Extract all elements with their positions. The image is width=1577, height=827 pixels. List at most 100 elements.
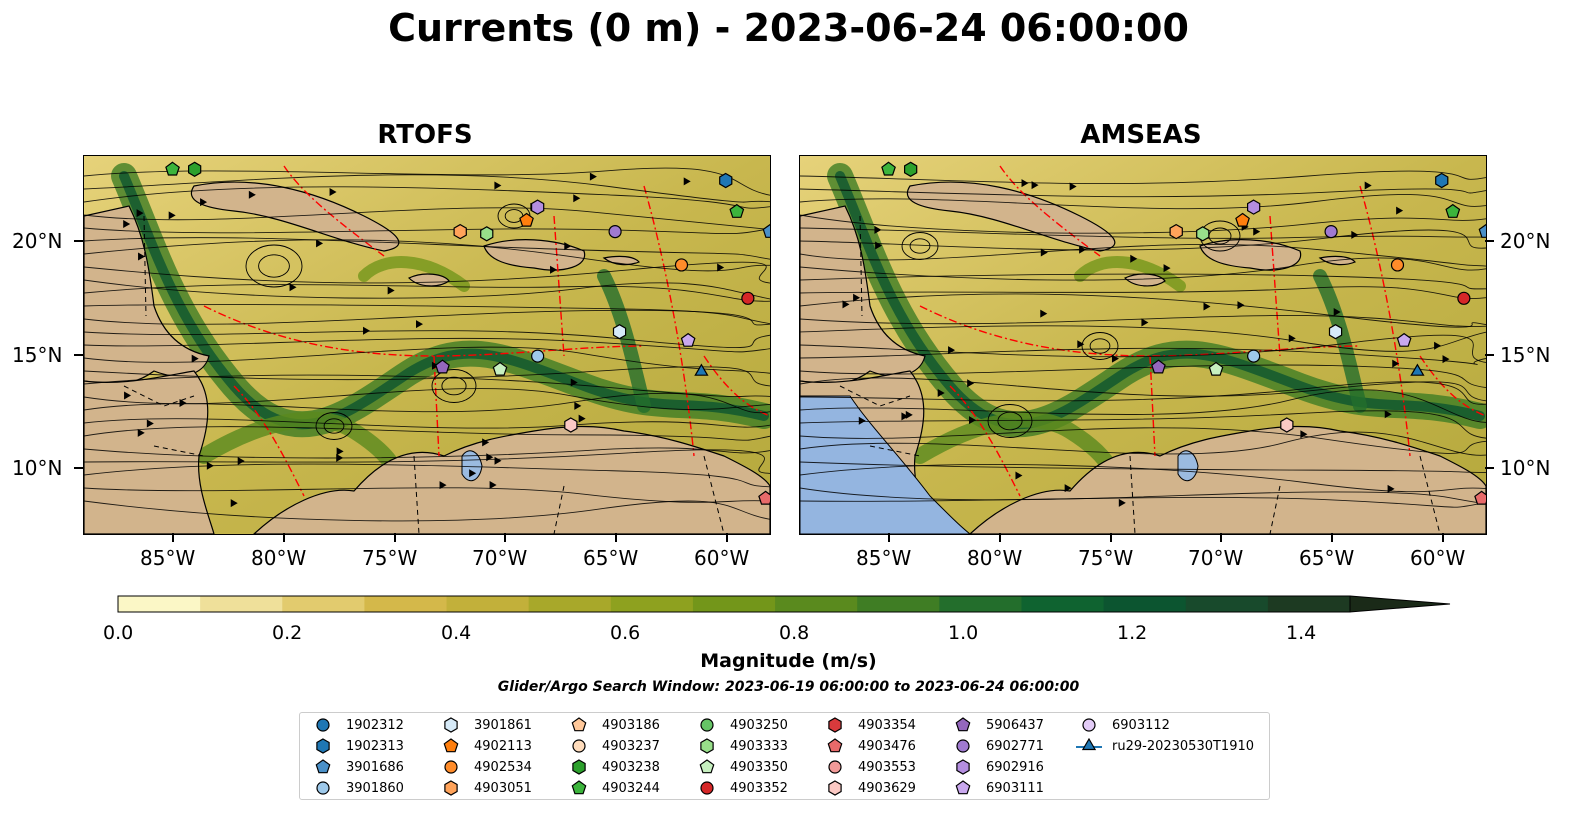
streamline-arrow xyxy=(1300,430,1308,439)
streamline-arrow xyxy=(853,293,861,302)
float-marker-6902771 xyxy=(1324,224,1338,239)
legend-marker-icon xyxy=(1082,718,1096,732)
legend-marker-icon xyxy=(827,738,843,753)
legend-item: 4903244 xyxy=(566,780,660,796)
panel-title-amseas: AMSEAS xyxy=(1080,120,1202,150)
float-marker-4903352 xyxy=(741,291,755,305)
float-marker-4903244 xyxy=(165,161,180,176)
lon-label: 75°W xyxy=(362,546,418,570)
legend-marker-icon xyxy=(699,759,715,774)
streamline xyxy=(800,227,1486,239)
float-marker-4903333 xyxy=(1196,226,1210,242)
search-window-caption: Glider/Argo Search Window: 2023-06-19 06… xyxy=(497,679,1080,695)
legend-label: 5906437 xyxy=(986,717,1044,733)
streamline-arrow xyxy=(683,177,691,186)
legend-marker xyxy=(444,717,458,733)
streamline xyxy=(84,309,770,326)
lon-label: 85°W xyxy=(856,546,912,570)
lon-label: 80°W xyxy=(967,546,1023,570)
streamline xyxy=(84,284,770,302)
streamline xyxy=(800,286,1486,299)
streamline-arrow xyxy=(136,209,144,218)
legend-marker xyxy=(571,717,587,732)
legend-item: 4903333 xyxy=(694,738,788,754)
colorbar-cell xyxy=(1021,596,1105,612)
streamline xyxy=(84,392,770,414)
eez-boundary xyxy=(233,385,305,497)
legend-marker xyxy=(444,760,458,774)
lat-label: 20°N xyxy=(1500,229,1551,253)
streamline-arrow xyxy=(1141,318,1149,327)
axis-ticks xyxy=(74,240,1494,542)
legend-label: 4903476 xyxy=(858,738,916,754)
streamline-arrow xyxy=(1396,206,1404,215)
country-border xyxy=(553,485,565,534)
streamline-arrow xyxy=(1163,264,1171,273)
legend-marker xyxy=(316,781,330,795)
streamline-arrow xyxy=(858,416,866,425)
legend-label: 4903250 xyxy=(730,717,788,733)
lon-label: 80°W xyxy=(251,546,307,570)
colorbar-cell xyxy=(939,596,1022,612)
legend-marker xyxy=(316,738,330,754)
streamline-arrow xyxy=(316,239,324,248)
legend-label: 4903333 xyxy=(730,738,788,754)
legend-label: ru29-20230530T1910 xyxy=(1112,738,1255,754)
legend-marker xyxy=(955,780,971,795)
country-border xyxy=(123,385,195,407)
legend-item: 6903112 xyxy=(1076,717,1170,733)
colorbar-cell xyxy=(364,596,448,612)
float-marker-5906437 xyxy=(435,359,450,374)
legend-marker-icon xyxy=(828,717,842,733)
streamline xyxy=(84,167,770,196)
colorbar-tick: 0.8 xyxy=(779,622,810,644)
float-marker-ru29-20230530T1910 xyxy=(1410,363,1425,376)
legend-marker xyxy=(828,760,842,774)
streamline xyxy=(800,214,1486,234)
map-panel-rtofs[interactable] xyxy=(83,155,771,535)
float-marker-3901686 xyxy=(1478,223,1486,238)
legend-label: 1902313 xyxy=(346,738,404,754)
streamline xyxy=(84,261,770,284)
streamline-arrow xyxy=(439,481,447,490)
streamline-arrow xyxy=(905,410,913,419)
legend-item: 4903250 xyxy=(694,717,788,733)
legend-marker xyxy=(571,780,587,795)
country-border xyxy=(859,215,863,317)
legend-marker xyxy=(956,759,970,775)
eez-boundary xyxy=(1269,215,1281,357)
streamline xyxy=(800,410,1486,439)
eddy-streamline xyxy=(909,238,931,254)
float-marker-4903238 xyxy=(187,161,202,177)
colorbar-cell xyxy=(1267,596,1351,612)
streamline xyxy=(84,174,770,203)
colorbar-extend-arrow xyxy=(1349,595,1451,613)
streamline xyxy=(84,237,770,260)
streamline-arrow xyxy=(179,398,187,407)
eddy-streamline xyxy=(441,376,467,396)
legend-label: 4903553 xyxy=(858,759,916,775)
streamline-arrow xyxy=(1069,182,1077,191)
lat-label: 10°N xyxy=(12,456,63,480)
lon-label: 65°W xyxy=(583,546,639,570)
eddy-streamline xyxy=(997,411,1023,431)
float-marker-4903051 xyxy=(453,223,467,240)
streamline xyxy=(84,346,770,374)
float-marker-3901860 xyxy=(531,349,545,363)
streamline-arrow xyxy=(573,194,581,203)
float-marker-3901861 xyxy=(1328,324,1343,340)
colorbar-tick: 1.4 xyxy=(1286,622,1317,644)
float-marker-4903350 xyxy=(492,361,508,376)
streamline-arrow xyxy=(589,172,597,181)
legend-item: 4903186 xyxy=(566,717,660,733)
legend-label: 4902534 xyxy=(474,759,532,775)
land-hispaniola xyxy=(1199,239,1302,271)
colorbar-tick: 1.0 xyxy=(948,622,979,644)
streamline xyxy=(84,186,770,209)
legend-marker xyxy=(700,718,714,732)
lake-maracaibo xyxy=(1177,450,1199,482)
eddy-streamline xyxy=(431,369,477,403)
streamline-arrow xyxy=(1351,230,1359,239)
eez-boundary xyxy=(1359,185,1411,457)
map-panel-amseas[interactable] xyxy=(799,155,1487,535)
